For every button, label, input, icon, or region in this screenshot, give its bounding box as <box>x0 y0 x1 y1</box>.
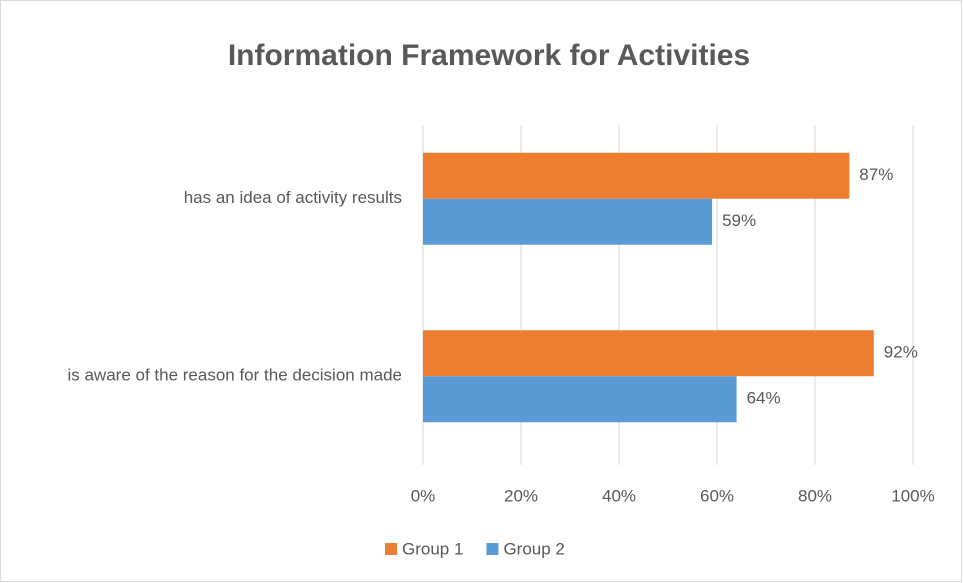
legend-swatch <box>486 543 499 555</box>
bar <box>423 198 713 245</box>
bar <box>423 330 874 377</box>
y-tick-label: has an idea of activity results <box>184 188 402 207</box>
value-label: 64% <box>747 389 781 408</box>
x-tick-label: 100% <box>891 486 934 505</box>
value-label: 87% <box>859 165 893 184</box>
legend-label: Group 2 <box>503 539 564 558</box>
value-label: 92% <box>884 343 918 362</box>
x-tick-label: 0% <box>411 486 436 505</box>
bar <box>423 152 850 199</box>
legend-swatch <box>385 543 397 555</box>
chart-title: Information Framework for Activities <box>228 39 750 72</box>
bar <box>423 376 737 423</box>
x-tick-label: 20% <box>504 486 538 505</box>
x-tick-label: 40% <box>602 486 636 505</box>
x-tick-label: 80% <box>798 486 832 505</box>
x-tick-label: 60% <box>700 486 734 505</box>
value-label: 59% <box>722 211 756 230</box>
y-tick-label: is aware of the reason for the decision … <box>67 366 402 385</box>
legend-label: Group 1 <box>402 539 463 558</box>
